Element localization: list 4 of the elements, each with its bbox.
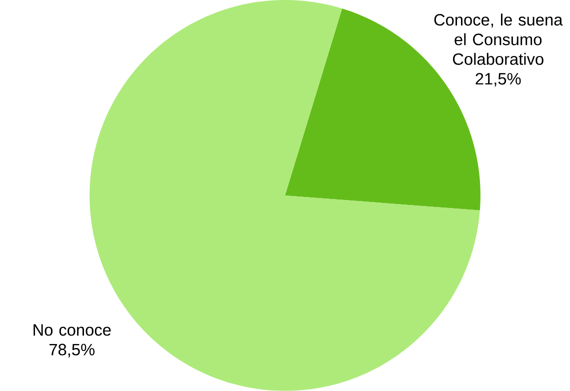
data-label: 78,5% xyxy=(50,344,95,358)
slice-label: No conoce xyxy=(34,324,111,336)
data-label: 21,5% xyxy=(476,73,521,87)
slice-label: Conoce, le suena el Consumo Colaborativo xyxy=(434,14,563,65)
